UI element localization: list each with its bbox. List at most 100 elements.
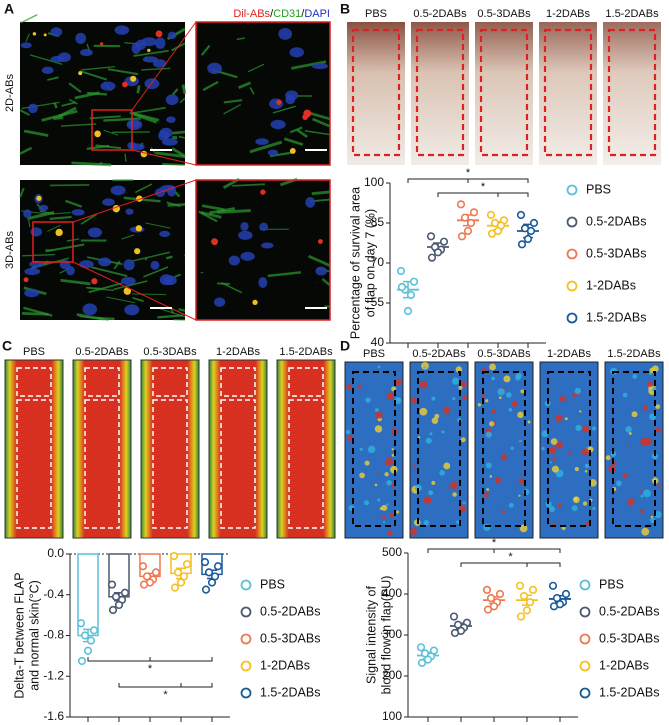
legend-label: 1-2DABs [260, 658, 310, 672]
perfusion-spot [506, 392, 512, 398]
perfusion-spot [429, 432, 433, 436]
thermal-image [4, 359, 64, 539]
y-axis-label: Signal intensity of [364, 585, 378, 684]
perfusion-spot [441, 430, 445, 434]
nucleus [24, 267, 41, 276]
flap-outline [482, 371, 526, 527]
fiber [28, 220, 31, 228]
fiber [200, 44, 211, 56]
nucleus [82, 303, 98, 316]
legend-label: PBS [260, 577, 285, 591]
fiber [68, 98, 78, 105]
perfusion-spot [579, 410, 582, 413]
perfusion-spot [414, 484, 422, 492]
perfusion-spot [548, 446, 557, 455]
fiber [223, 99, 243, 104]
fiber [86, 287, 101, 289]
perfusion-spot [616, 480, 622, 487]
fiber [131, 293, 167, 296]
data-point [210, 572, 220, 581]
y-tick-label: 40 [371, 335, 385, 349]
data-point [561, 589, 571, 599]
fiber [311, 190, 331, 196]
y-tick-label: -0.8 [43, 628, 64, 642]
fiber [113, 260, 121, 270]
data-point [403, 306, 413, 316]
fiber [65, 199, 83, 208]
data-point [526, 226, 536, 236]
fiber [91, 266, 128, 278]
particle [140, 150, 148, 158]
fiber [68, 82, 82, 93]
y-tick-label: 70 [371, 255, 385, 269]
data-point [416, 643, 426, 652]
perfusion-spot [489, 363, 496, 371]
legend-marker [566, 280, 578, 292]
significance: * [163, 689, 168, 701]
fiber [178, 308, 186, 312]
perfusion-spot [394, 378, 402, 386]
fiber [21, 101, 60, 110]
data-point [482, 585, 492, 595]
flap-outline [351, 28, 401, 157]
fiber [167, 203, 186, 207]
fiber [86, 144, 110, 150]
perfusion-spot [391, 448, 394, 451]
flap-outline [152, 399, 188, 529]
data-point [548, 581, 558, 590]
perfusion-spot [518, 438, 522, 441]
perfusion-spot [510, 446, 514, 450]
data-point [483, 605, 493, 614]
perfusion-spot [631, 411, 638, 418]
fiber [60, 123, 97, 127]
fiber [136, 85, 141, 94]
perfusion-spot [644, 437, 652, 446]
data-point [469, 208, 479, 217]
zoom-line [131, 21, 197, 111]
perfusion-spot [385, 457, 393, 466]
perfusion-spot [648, 372, 652, 375]
nucleus [261, 242, 274, 249]
particle [36, 195, 42, 201]
perfusion-spot [461, 381, 467, 387]
particle [122, 81, 128, 88]
fiber [113, 280, 148, 291]
data-point [80, 631, 90, 640]
significance: * [466, 167, 471, 179]
nucleus [98, 257, 112, 267]
fiber [132, 296, 144, 303]
data-point [207, 578, 217, 587]
fiber [53, 116, 64, 121]
nucleus [127, 120, 140, 128]
nucleus [255, 138, 269, 145]
data-point [76, 619, 86, 628]
fiber [124, 153, 127, 162]
flap-outline [84, 399, 120, 529]
data-point [486, 210, 496, 220]
nucleus [23, 209, 32, 218]
perfusion-spot [394, 397, 402, 405]
perfusion-spot [582, 501, 588, 506]
legend-marker [566, 216, 578, 228]
data-point [200, 558, 210, 567]
data-point [463, 226, 473, 236]
perfusion-spot [375, 411, 383, 419]
data-point [552, 593, 562, 603]
particle [99, 42, 104, 46]
perfusion-spot [503, 375, 511, 383]
fiber [165, 255, 173, 260]
perfusion-spot [650, 515, 654, 519]
perfusion-spot [363, 500, 370, 506]
zoom-box [32, 221, 74, 263]
fiber [47, 224, 61, 232]
y-tick-label: 0.0 [47, 546, 64, 560]
perfusion-spot [559, 395, 567, 402]
data-point [517, 240, 527, 249]
perfusion-spot [501, 510, 505, 514]
fiber [80, 213, 98, 225]
data-point [201, 585, 211, 594]
perfusion-spot [386, 503, 389, 506]
fiber [172, 130, 186, 135]
significance: * [148, 663, 153, 675]
fiber [52, 211, 71, 215]
